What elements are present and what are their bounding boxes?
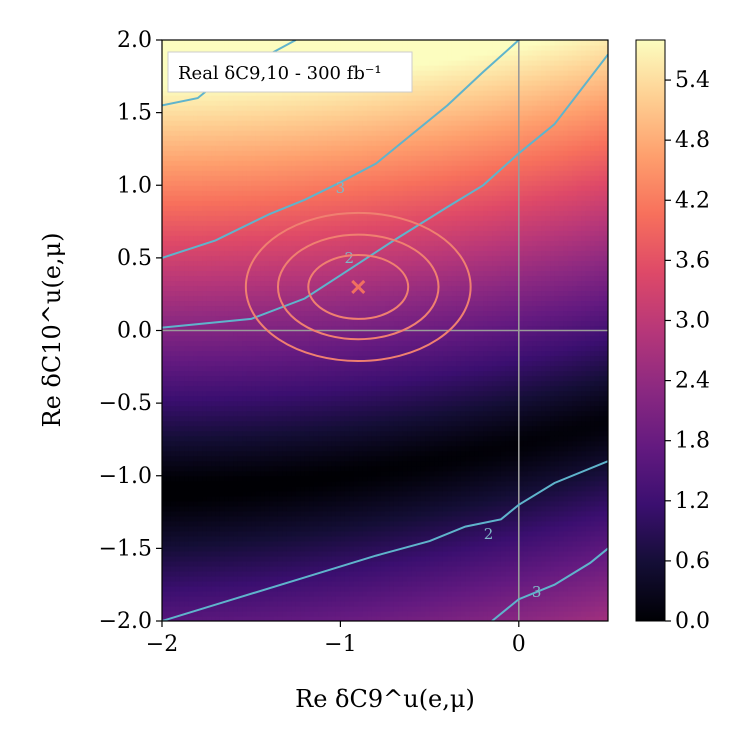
y-tick-label: −0.5	[99, 391, 152, 416]
likelihood-ellipse	[307, 253, 410, 320]
colorbar-tick-label: 0.6	[675, 549, 710, 574]
colorbar-tick-label: 1.2	[675, 489, 710, 514]
y-tick-label: −1.0	[99, 464, 152, 489]
colorbar-tick-label: 3.0	[675, 308, 710, 333]
colorbar-tick-label: 1.8	[675, 429, 710, 454]
colorbar-ticks: 0.0 0.6 1.2 1.8 2.4 3.0 3.6 4.2 4.8 5.4	[665, 68, 710, 634]
y-tick-label: 0.0	[117, 319, 152, 344]
x-tick-label: −1	[324, 632, 356, 657]
y-tick-label: 1.0	[117, 173, 152, 198]
x-axis-label: Re δC9^u(e,μ)	[295, 685, 475, 713]
colorbar-tick-label: 4.2	[675, 188, 710, 213]
y-tick-label: 2.0	[117, 28, 152, 53]
contour-label: 2	[345, 249, 355, 267]
colorbar-tick-label: 2.4	[675, 369, 710, 394]
y-tick-label: 1.5	[117, 101, 152, 126]
likelihood-ellipse	[276, 233, 440, 341]
significance-contour-2-upper	[162, 53, 608, 329]
significance-contour-3-upper	[162, 40, 520, 259]
colorbar-tick-label: 3.6	[675, 248, 710, 273]
y-axis-label: Re δC10^u(e,μ)	[38, 233, 66, 428]
best-fit-marker	[351, 279, 366, 294]
y-tick-label: 0.5	[117, 246, 152, 271]
x-tick-label: −2	[146, 632, 178, 657]
annotation-text: Real δC9,10 - 300 fb⁻¹	[178, 63, 382, 84]
significance-contour-2-lower	[162, 460, 608, 621]
x-tick-label: 0	[512, 632, 526, 657]
overlay-layer: 2 3 2 3	[162, 40, 608, 621]
y-tick-label: −2.0	[99, 609, 152, 634]
contour-label: 3	[336, 179, 346, 197]
significance-contour-3-lower	[491, 547, 608, 621]
axes: −2 −1 0 −2.0 −1.5 −1.0 −0.5 0.0 0.5 1.0 1.5 2.0	[99, 28, 526, 657]
contour-label: 2	[484, 525, 494, 543]
colorbar-tick-label: 5.4	[675, 68, 710, 93]
colorbar-tick-label: 0.0	[675, 609, 710, 634]
y-tick-label: −1.5	[99, 536, 152, 561]
colorbar-tick-label: 4.8	[675, 128, 710, 153]
likelihood-ellipse	[244, 211, 472, 363]
annotation-box: Real δC9,10 - 300 fb⁻¹	[167, 51, 413, 93]
heatmap	[162, 40, 608, 621]
contour-label: 3	[532, 583, 542, 601]
colorbar	[635, 39, 666, 622]
